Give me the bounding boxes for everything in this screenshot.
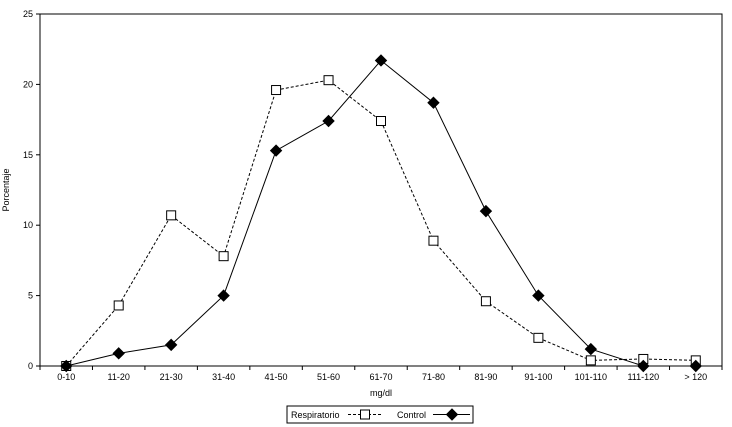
- legend-marker-respiratorio: [360, 409, 370, 420]
- x-tick-label: 81-90: [474, 372, 497, 382]
- x-tick-label: 41-50: [265, 372, 288, 382]
- data-point-respiratorio: [113, 300, 124, 311]
- data-point-respiratorio: [376, 116, 386, 127]
- axes: [36, 13, 723, 370]
- data-point-respiratorio: [585, 355, 596, 366]
- x-tick-label: 71-80: [422, 372, 445, 382]
- x-tick-label: 31-40: [212, 372, 235, 382]
- y-tick-label: 5: [28, 291, 33, 301]
- x-tick-label: 21-30: [160, 372, 183, 382]
- data-point-respiratorio: [323, 75, 334, 86]
- x-tick-label: 51-60: [317, 372, 340, 382]
- x-tick-label: 0-10: [57, 372, 75, 382]
- x-tick-label: 101-110: [575, 372, 607, 382]
- series-respiratorio: [61, 75, 701, 371]
- data-point-control: [374, 54, 388, 67]
- data-point-respiratorio: [428, 235, 439, 246]
- legend-marker-control: [445, 408, 459, 421]
- data-point-control: [60, 359, 73, 373]
- y-tick-label: 25: [23, 9, 33, 19]
- x-tick-label: 91-100: [524, 372, 552, 382]
- y-axis-title: Porcentaje: [1, 168, 11, 211]
- tick-labels: 0 5 10 15 20 25 0-10 11-20 21-30 31-40 41-50 51-60 6…: [23, 9, 707, 382]
- legend-label-respiratorio: Respiratorio: [291, 410, 340, 420]
- y-tick-label: 10: [23, 220, 33, 230]
- data-point-control: [164, 338, 178, 352]
- plot-frame: [39, 13, 723, 367]
- data-point-control: [322, 114, 335, 128]
- y-tick-label: 0: [28, 361, 33, 371]
- x-tick-label: 11-20: [108, 372, 130, 382]
- x-tick-label: > 120: [684, 372, 707, 382]
- legend: Respiratorio Control: [286, 405, 474, 424]
- data-point-control: [532, 289, 545, 302]
- data-point-respiratorio: [166, 210, 177, 221]
- legend-label-control: Control: [397, 410, 426, 420]
- data-point-control: [112, 347, 125, 360]
- data-point-control: [427, 96, 440, 109]
- data-point-control: [217, 289, 230, 302]
- x-axis-title: mg/dl: [370, 388, 392, 398]
- data-point-control: [479, 204, 493, 218]
- x-tick-label: 61-70: [369, 372, 392, 382]
- data-point-respiratorio: [480, 296, 491, 307]
- series-control: [60, 54, 702, 373]
- data-point-control: [269, 144, 283, 157]
- y-tick-label: 20: [23, 79, 33, 89]
- data-point-control: [637, 359, 650, 373]
- data-point-control: [584, 342, 598, 356]
- data-point-control: [689, 359, 702, 373]
- series-group: [60, 54, 702, 373]
- series-line-control: [66, 59, 696, 367]
- data-point-respiratorio: [271, 85, 282, 96]
- data-point-respiratorio: [533, 332, 544, 343]
- x-tick-label: 111-120: [627, 372, 659, 382]
- y-tick-label: 15: [23, 150, 33, 160]
- data-point-respiratorio: [218, 251, 229, 262]
